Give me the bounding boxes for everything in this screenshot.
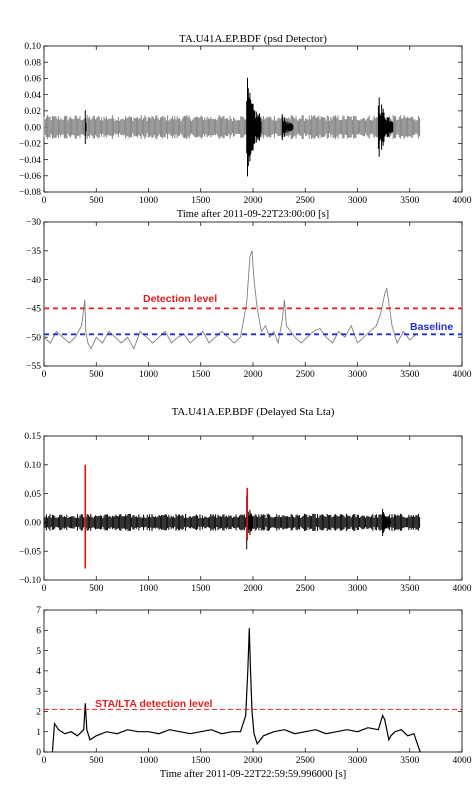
stalta-level-label: STA/LTA detection level: [95, 698, 213, 710]
y-tick-label: −0.02: [19, 140, 41, 150]
plot-area: 0 500 1000 1500 2000 2500 3000 3500 4000 −55 −50 −4…: [26, 218, 472, 380]
chart-stalta-ratio: 0 500 1000 1500 2000 2500 3000 3500 4000 0 1 2 3 4 5 6 7…: [36, 606, 472, 780]
x-tick-label: 4000: [453, 584, 472, 594]
y-tick-label: 0.08: [24, 58, 41, 68]
y-tick-label: 5: [36, 647, 41, 657]
x-tick-label: 4000: [453, 756, 472, 766]
y-tick-label: 4: [36, 667, 41, 677]
x-tick-label: 2500: [296, 196, 315, 206]
x-tick-label: 3000: [348, 756, 367, 766]
x-tick-label: 1000: [139, 584, 158, 594]
x-tick-label: 3500: [400, 756, 419, 766]
y-tick-label: 0.00: [24, 519, 41, 529]
y-tick-label: 0.10: [24, 42, 41, 52]
x-tick-label: 500: [89, 756, 104, 766]
x-tick-label: 4000: [453, 370, 472, 380]
y-tick-label: 2: [36, 708, 41, 718]
x-tick-label: 2000: [244, 370, 263, 380]
y-tick-label: −0.10: [19, 576, 41, 586]
chart-title: TA.U41A.EP.BDF (psd Detector): [179, 33, 327, 45]
x-tick-label: 3000: [348, 196, 367, 206]
x-tick-label: 0: [42, 196, 47, 206]
baseline-label: Baseline: [410, 321, 453, 333]
y-tick-label: 7: [36, 606, 41, 616]
stalta-ratio-line: [51, 628, 421, 753]
x-tick-label: 2500: [296, 584, 315, 594]
plot-area: 0 500 1000 1500 2000 2500 3000 3500 4000 −0.10 −0.…: [19, 432, 472, 594]
y-tick-label: 0: [36, 748, 41, 758]
y-tick-label: −0.08: [19, 188, 41, 198]
x-tick-label: 4000: [453, 196, 472, 206]
x-tick-label: 1000: [139, 196, 158, 206]
plot-area: 0 500 1000 1500 2000 2500 3000 3500 4000 −0.08 −0.…: [19, 42, 472, 206]
y-tick-label: 1: [36, 728, 41, 738]
x-tick-label: 0: [42, 756, 47, 766]
x-tick-label: 500: [89, 370, 104, 380]
plot-area: 0 500 1000 1500 2000 2500 3000 3500 4000 0 1 2 3 4 5 6 7: [36, 606, 472, 766]
chart-title: TA.U41A.EP.BDF (Delayed Sta Lta): [172, 406, 335, 418]
axes-frame: [43, 221, 463, 367]
x-tick-label: 2000: [244, 196, 263, 206]
x-tick-label: 1000: [139, 756, 158, 766]
x-tick-label: 500: [89, 196, 104, 206]
y-tick-label: 0.04: [24, 91, 41, 101]
detection-level-label: Detection level: [143, 293, 217, 305]
chart-stalta-waveform: TA.U41A.EP.BDF (Delayed Sta Lta) 0 500 100…: [19, 406, 472, 594]
x-tick-label: 3000: [348, 370, 367, 380]
x-tick-label: 0: [42, 584, 47, 594]
x-tick-label: 3000: [348, 584, 367, 594]
y-tick-label: −45: [26, 305, 41, 315]
x-tick-label: 1000: [139, 370, 158, 380]
chart-psd-waveform: TA.U41A.EP.BDF (psd Detector) 0 500 1000 15…: [19, 33, 472, 220]
x-tick-label: 0: [42, 370, 47, 380]
y-tick-label: −30: [26, 218, 41, 228]
waveform-burst: [382, 508, 392, 537]
x-tick-label: 2000: [244, 756, 263, 766]
y-tick-label: −55: [26, 362, 41, 372]
y-tick-label: 6: [36, 626, 41, 636]
y-tick-label: 0.00: [24, 123, 41, 133]
waveform-trace: [43, 513, 421, 531]
y-tick-label: −0.04: [19, 156, 41, 166]
y-tick-label: 0.02: [24, 107, 41, 117]
x-tick-label: 1500: [191, 756, 210, 766]
x-tick-label: 1500: [191, 584, 210, 594]
x-tick-label: 1500: [191, 196, 210, 206]
y-tick-label: −40: [26, 276, 41, 286]
x-tick-label: 2000: [244, 584, 263, 594]
waveform-burst: [84, 110, 87, 144]
y-tick-label: 3: [36, 687, 41, 697]
chart-psd-level: 0 500 1000 1500 2000 2500 3000 3500 4000 −55 −50 −4…: [26, 218, 472, 380]
x-tick-label: 3500: [400, 196, 419, 206]
x-tick-label: 2500: [296, 370, 315, 380]
x-tick-label: 3500: [400, 584, 419, 594]
x-tick-label: 2500: [296, 756, 315, 766]
y-tick-label: −50: [26, 333, 41, 343]
psd-level-line: [43, 250, 417, 350]
waveform-burst: [246, 77, 262, 177]
waveform-burst: [377, 97, 394, 157]
x-tick-label: 1500: [191, 370, 210, 380]
x-tick-label: 3500: [400, 370, 419, 380]
waveform-trace: [43, 115, 421, 140]
x-tick-label: 500: [89, 584, 104, 594]
x-axis-label: Time after 2011-09-22T22:59:59.996000 [s…: [160, 769, 346, 780]
axes-frame: [43, 435, 463, 581]
y-tick-label: 0.10: [24, 461, 41, 471]
y-tick-label: −35: [26, 247, 41, 257]
y-tick-label: −0.05: [19, 547, 41, 557]
waveform-burst: [281, 114, 294, 141]
y-tick-label: 0.05: [24, 490, 41, 500]
y-tick-label: 0.06: [24, 75, 41, 85]
y-tick-label: 0.15: [24, 432, 41, 442]
y-tick-label: −0.06: [19, 172, 41, 182]
x-axis-label: Time after 2011-09-22T23:00:00 [s]: [177, 209, 329, 220]
